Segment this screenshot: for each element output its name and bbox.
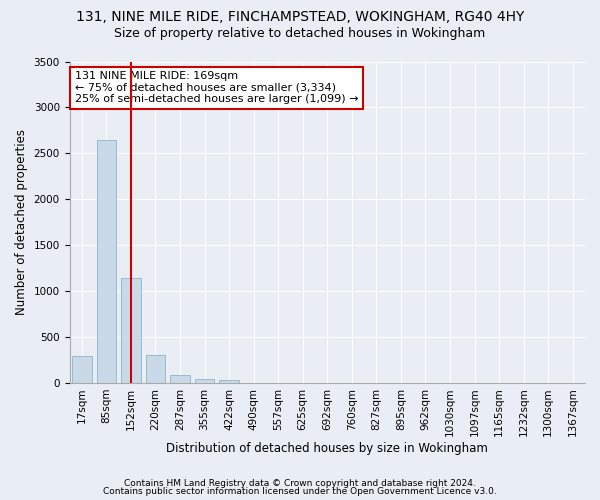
Text: Contains public sector information licensed under the Open Government Licence v3: Contains public sector information licen… xyxy=(103,487,497,496)
Bar xyxy=(121,278,141,383)
Text: 131 NINE MILE RIDE: 169sqm
← 75% of detached houses are smaller (3,334)
25% of s: 131 NINE MILE RIDE: 169sqm ← 75% of deta… xyxy=(74,71,358,104)
Y-axis label: Number of detached properties: Number of detached properties xyxy=(15,129,28,315)
Bar xyxy=(72,356,92,383)
Text: 131, NINE MILE RIDE, FINCHAMPSTEAD, WOKINGHAM, RG40 4HY: 131, NINE MILE RIDE, FINCHAMPSTEAD, WOKI… xyxy=(76,10,524,24)
Bar xyxy=(195,379,214,383)
Bar xyxy=(219,380,239,383)
Text: Contains HM Land Registry data © Crown copyright and database right 2024.: Contains HM Land Registry data © Crown c… xyxy=(124,478,476,488)
Bar xyxy=(97,140,116,383)
Text: Size of property relative to detached houses in Wokingham: Size of property relative to detached ho… xyxy=(115,28,485,40)
Bar xyxy=(146,356,165,383)
X-axis label: Distribution of detached houses by size in Wokingham: Distribution of detached houses by size … xyxy=(166,442,488,455)
Bar xyxy=(170,375,190,383)
